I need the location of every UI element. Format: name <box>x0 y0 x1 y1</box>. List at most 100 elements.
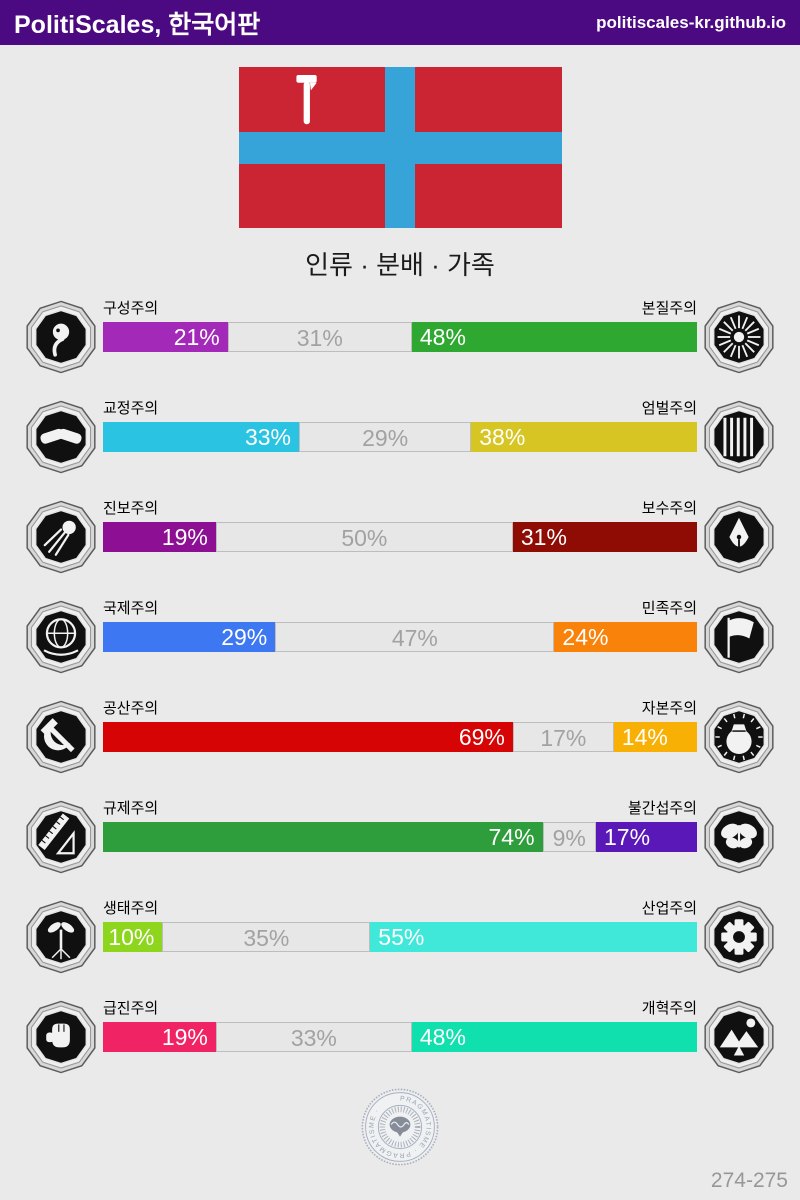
flag-image <box>238 67 562 228</box>
axis-labels: 구성주의 본질주의 <box>103 300 697 318</box>
axis-bar: 29% 47% 24% <box>103 622 697 652</box>
site-url: politiscales-kr.github.io <box>596 12 786 32</box>
axis-left-value: 10% <box>103 922 163 952</box>
axis-right-value: 38% <box>471 422 697 452</box>
handshake-icon <box>24 400 98 474</box>
axis-bar-area: 급진주의 개혁주의 19% 33% 48% <box>103 999 697 1052</box>
globe-icon <box>24 600 98 674</box>
axis-bar-area: 규제주의 불간섭주의 74% 9% 17% <box>103 799 697 852</box>
axis-bar: 10% 35% 55% <box>103 922 697 952</box>
axis-labels: 공산주의 자본주의 <box>103 700 697 718</box>
hammer-icon <box>295 74 317 125</box>
axis-right-label: 개혁주의 <box>641 1000 697 1017</box>
axis-right-label: 자본주의 <box>641 700 697 717</box>
axis-right-label: 보수주의 <box>641 500 697 517</box>
sprout-icon <box>24 900 98 974</box>
axis-neutral-value: 33% <box>215 1022 412 1052</box>
axis-bar: 19% 33% 48% <box>103 1022 697 1052</box>
axis-neutral-value: 47% <box>275 622 555 652</box>
pragmatism-brain-seal: PRAGMATISME · PRAGMATISME · <box>361 1088 439 1166</box>
axis-right-value: 24% <box>554 622 697 652</box>
axis-row: 교정주의 엄벌주의 33% 29% 38% <box>0 397 800 497</box>
header-bar: PolitiScales, 한국어판 politiscales-kr.githu… <box>0 0 800 45</box>
axis-left-label: 진보주의 <box>103 500 159 517</box>
axis-row: 공산주의 자본주의 69% 17% 14% <box>0 697 800 797</box>
axis-left-label: 국제주의 <box>103 600 159 617</box>
axis-right-value: 14% <box>613 722 697 752</box>
axis-left-value: 19% <box>103 1022 216 1052</box>
axis-labels: 교정주의 엄벌주의 <box>103 400 697 418</box>
axes-list: 구성주의 본질주의 21% 31% 48% 교정주의 엄벌주의 33% 29% … <box>0 297 800 1097</box>
axis-labels: 진보주의 보수주의 <box>103 500 697 518</box>
axis-bar: 74% 9% 17% <box>103 822 697 852</box>
axis-row: 규제주의 불간섭주의 74% 9% 17% <box>0 797 800 897</box>
axis-left-label: 교정주의 <box>103 400 159 417</box>
axis-left-value: 33% <box>103 422 300 452</box>
axis-left-value: 21% <box>103 322 228 352</box>
axis-row: 구성주의 본질주의 21% 31% 48% <box>0 297 800 397</box>
axis-neutral-value: 9% <box>542 822 596 852</box>
axis-neutral-value: 29% <box>299 422 472 452</box>
axis-right-label: 민족주의 <box>641 600 697 617</box>
flag-vertical-stripe <box>385 67 415 228</box>
axis-labels: 국제주의 민족주의 <box>103 600 697 618</box>
axis-labels: 생태주의 산업주의 <box>103 900 697 918</box>
page-number: 274-275 <box>710 1169 788 1192</box>
axis-left-value: 74% <box>103 822 543 852</box>
landscape-icon <box>702 1000 776 1074</box>
axis-bar-area: 구성주의 본질주의 21% 31% 48% <box>103 299 697 352</box>
flag-icon <box>702 600 776 674</box>
axis-left-value: 29% <box>103 622 276 652</box>
axis-row: 생태주의 산업주의 10% 35% 55% <box>0 897 800 997</box>
axis-left-label: 공산주의 <box>103 700 159 717</box>
brain-icon <box>389 1116 411 1133</box>
axis-right-value: 17% <box>596 822 697 852</box>
hammer-sickle-icon <box>24 700 98 774</box>
axis-left-label: 규제주의 <box>103 800 159 817</box>
axis-left-label: 생태주의 <box>103 900 159 917</box>
flower-icon <box>702 300 776 374</box>
money-bag-icon <box>702 700 776 774</box>
axis-neutral-value: 17% <box>512 722 614 752</box>
embryo-icon <box>24 300 98 374</box>
axis-right-label: 불간섭주의 <box>627 800 697 817</box>
axis-left-value: 69% <box>103 722 513 752</box>
axis-bar: 69% 17% 14% <box>103 722 697 752</box>
butterfly-icon <box>702 800 776 874</box>
axis-right-value: 48% <box>411 322 697 352</box>
fist-icon <box>24 1000 98 1074</box>
measuring-tools-icon <box>24 800 98 874</box>
axis-right-value: 31% <box>512 522 697 552</box>
seal-rays <box>379 1106 421 1148</box>
axis-neutral-value: 50% <box>215 522 513 552</box>
axis-bar-area: 국제주의 민족주의 29% 47% 24% <box>103 599 697 652</box>
comet-icon <box>24 500 98 574</box>
axis-right-value: 55% <box>370 922 697 952</box>
axis-neutral-value: 35% <box>162 922 371 952</box>
app-title: PolitiScales, 한국어판 <box>14 10 261 39</box>
axis-left-label: 급진주의 <box>103 1000 159 1017</box>
page-title: 인류 · 분배 · 가족 <box>305 250 495 280</box>
axis-bar-area: 교정주의 엄벌주의 33% 29% 38% <box>103 399 697 452</box>
axis-row: 급진주의 개혁주의 19% 33% 48% <box>0 997 800 1097</box>
axis-neutral-value: 31% <box>227 322 412 352</box>
axis-row: 진보주의 보수주의 19% 50% 31% <box>0 497 800 597</box>
axis-left-value: 19% <box>103 522 216 552</box>
axis-labels: 규제주의 불간섭주의 <box>103 800 697 818</box>
prison-bars-icon <box>702 400 776 474</box>
axis-right-label: 본질주의 <box>641 300 697 317</box>
axis-bar-area: 공산주의 자본주의 69% 17% 14% <box>103 699 697 752</box>
axis-right-label: 엄벌주의 <box>641 400 697 417</box>
axis-bar-area: 생태주의 산업주의 10% 35% 55% <box>103 899 697 952</box>
axis-bar: 19% 50% 31% <box>103 522 697 552</box>
axis-bar-area: 진보주의 보수주의 19% 50% 31% <box>103 499 697 552</box>
axis-row: 국제주의 민족주의 29% 47% 24% <box>0 597 800 697</box>
axis-bar: 33% 29% 38% <box>103 422 697 452</box>
axis-right-value: 48% <box>411 1022 697 1052</box>
gear-icon <box>702 900 776 974</box>
axis-right-label: 산업주의 <box>641 900 697 917</box>
axis-bar: 21% 31% 48% <box>103 322 697 352</box>
pen-nib-icon <box>702 500 776 574</box>
axis-left-label: 구성주의 <box>103 300 159 317</box>
axis-labels: 급진주의 개혁주의 <box>103 1000 697 1018</box>
